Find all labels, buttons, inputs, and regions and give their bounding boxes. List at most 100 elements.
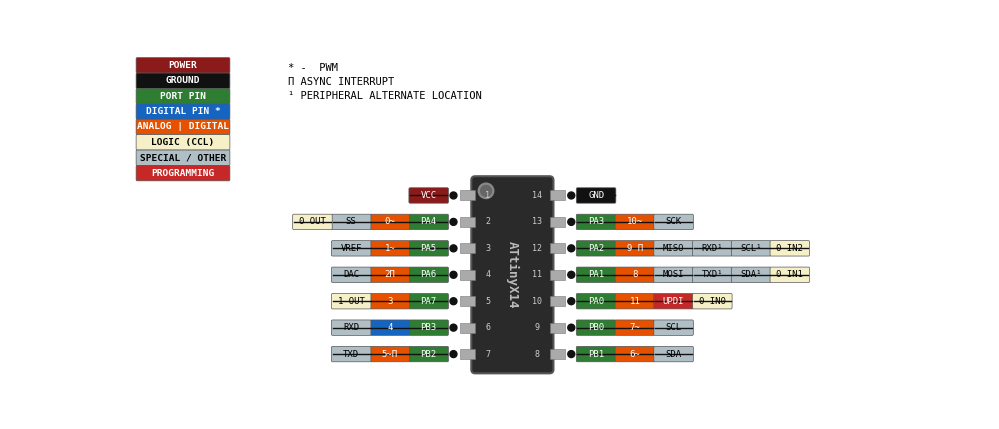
FancyBboxPatch shape	[549, 323, 565, 332]
Text: 9 Π: 9 Π	[626, 244, 643, 253]
FancyBboxPatch shape	[549, 243, 565, 254]
Text: SDA¹: SDA¹	[740, 270, 762, 279]
Text: 6: 6	[486, 323, 491, 332]
Text: TXD¹: TXD¹	[701, 270, 723, 279]
FancyBboxPatch shape	[576, 188, 615, 203]
FancyBboxPatch shape	[653, 293, 693, 309]
Circle shape	[567, 324, 574, 331]
FancyBboxPatch shape	[576, 320, 615, 335]
Text: MOSI: MOSI	[662, 270, 684, 279]
Text: 1: 1	[486, 191, 491, 200]
Circle shape	[450, 192, 457, 199]
Text: PB3: PB3	[421, 323, 437, 332]
Text: 5: 5	[486, 297, 491, 306]
FancyBboxPatch shape	[653, 320, 693, 335]
Circle shape	[567, 192, 574, 199]
Text: DAC: DAC	[343, 270, 360, 279]
Circle shape	[450, 218, 457, 225]
FancyBboxPatch shape	[332, 241, 371, 256]
Text: LOGIC (CCL): LOGIC (CCL)	[152, 138, 215, 147]
FancyBboxPatch shape	[136, 166, 230, 181]
FancyBboxPatch shape	[692, 241, 732, 256]
FancyBboxPatch shape	[549, 217, 565, 227]
FancyBboxPatch shape	[371, 293, 410, 309]
Text: ATtinyX14: ATtinyX14	[505, 241, 518, 308]
Text: 0 IN0: 0 IN0	[699, 297, 725, 306]
Text: SCL: SCL	[665, 323, 681, 332]
Text: 7: 7	[486, 350, 491, 359]
Text: 9: 9	[534, 323, 539, 332]
Text: ¹ PERIPHERAL ALTERNATE LOCATION: ¹ PERIPHERAL ALTERNATE LOCATION	[288, 91, 482, 101]
FancyBboxPatch shape	[371, 346, 410, 362]
FancyBboxPatch shape	[472, 176, 553, 373]
Circle shape	[450, 324, 457, 331]
FancyBboxPatch shape	[576, 346, 615, 362]
Text: SPECIAL / OTHER: SPECIAL / OTHER	[140, 153, 226, 162]
FancyBboxPatch shape	[615, 293, 654, 309]
Text: PA4: PA4	[421, 218, 437, 227]
Circle shape	[450, 350, 457, 357]
FancyBboxPatch shape	[371, 320, 410, 335]
Text: SDA: SDA	[665, 350, 681, 359]
FancyBboxPatch shape	[615, 346, 654, 362]
Text: 8: 8	[534, 350, 539, 359]
FancyBboxPatch shape	[332, 267, 371, 282]
FancyBboxPatch shape	[731, 267, 771, 282]
FancyBboxPatch shape	[136, 57, 230, 73]
Text: DIGITAL PIN *: DIGITAL PIN *	[146, 107, 221, 116]
Text: 0~: 0~	[385, 218, 396, 227]
FancyBboxPatch shape	[460, 190, 476, 200]
FancyBboxPatch shape	[409, 267, 449, 282]
FancyBboxPatch shape	[136, 104, 230, 119]
Text: ANALOG | DIGITAL: ANALOG | DIGITAL	[137, 122, 229, 131]
FancyBboxPatch shape	[460, 243, 476, 254]
FancyBboxPatch shape	[770, 241, 809, 256]
Text: SCL¹: SCL¹	[740, 244, 762, 253]
Text: PA1: PA1	[588, 270, 604, 279]
FancyBboxPatch shape	[136, 88, 230, 104]
Text: PA0: PA0	[588, 297, 604, 306]
FancyBboxPatch shape	[371, 241, 410, 256]
Text: 1~: 1~	[385, 244, 396, 253]
FancyBboxPatch shape	[653, 346, 693, 362]
FancyBboxPatch shape	[460, 270, 476, 280]
Text: 3: 3	[486, 244, 491, 253]
FancyBboxPatch shape	[409, 241, 449, 256]
FancyBboxPatch shape	[332, 214, 371, 230]
Text: PA5: PA5	[421, 244, 437, 253]
FancyBboxPatch shape	[615, 320, 654, 335]
FancyBboxPatch shape	[576, 293, 615, 309]
Text: 12: 12	[532, 244, 542, 253]
FancyBboxPatch shape	[409, 188, 449, 203]
FancyBboxPatch shape	[371, 214, 410, 230]
FancyBboxPatch shape	[371, 267, 410, 282]
Text: PB2: PB2	[421, 350, 437, 359]
FancyBboxPatch shape	[692, 267, 732, 282]
FancyBboxPatch shape	[615, 267, 654, 282]
Text: 0 IN1: 0 IN1	[776, 270, 803, 279]
FancyBboxPatch shape	[549, 296, 565, 306]
Text: 13: 13	[532, 218, 542, 227]
FancyBboxPatch shape	[409, 214, 449, 230]
Text: 10~: 10~	[626, 218, 643, 227]
FancyBboxPatch shape	[136, 73, 230, 88]
FancyBboxPatch shape	[409, 320, 449, 335]
FancyBboxPatch shape	[549, 190, 565, 200]
Text: RXD¹: RXD¹	[701, 244, 723, 253]
Text: GROUND: GROUND	[166, 76, 200, 85]
FancyBboxPatch shape	[332, 346, 371, 362]
FancyBboxPatch shape	[653, 241, 693, 256]
FancyBboxPatch shape	[770, 267, 809, 282]
FancyBboxPatch shape	[615, 241, 654, 256]
FancyBboxPatch shape	[460, 296, 476, 306]
FancyBboxPatch shape	[549, 349, 565, 359]
Text: PA7: PA7	[421, 297, 437, 306]
Circle shape	[450, 271, 457, 278]
Text: 0 IN2: 0 IN2	[776, 244, 803, 253]
Text: 4: 4	[486, 270, 491, 279]
Text: VREF: VREF	[341, 244, 362, 253]
Text: Π ASYNC INTERRUPT: Π ASYNC INTERRUPT	[288, 77, 394, 87]
FancyBboxPatch shape	[332, 293, 371, 309]
Circle shape	[567, 298, 574, 305]
Text: PORT PIN: PORT PIN	[160, 92, 206, 101]
